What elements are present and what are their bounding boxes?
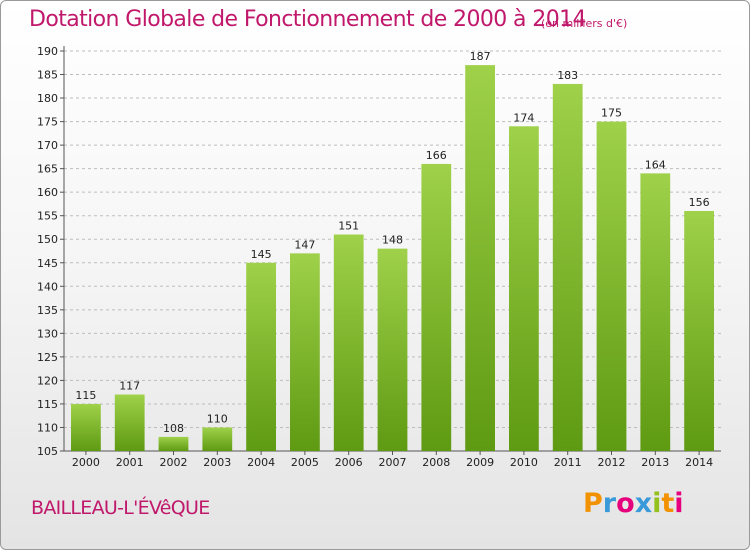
value-label-2013: 164: [645, 158, 666, 171]
y-tick-label: 190: [37, 45, 58, 58]
value-label-2011: 183: [557, 69, 578, 82]
x-tick-label-2005: 2005: [291, 456, 319, 469]
y-tick-label: 160: [37, 186, 58, 199]
bar-2001: [114, 394, 145, 451]
x-tick-label-2010: 2010: [510, 456, 538, 469]
bar-2012: [596, 121, 627, 452]
labels: 105 110 115 120 125 130 135 140 145 150 155 160 165 1…: [37, 45, 713, 469]
x-tick-label-2007: 2007: [379, 456, 407, 469]
bar-2010: [509, 126, 539, 451]
logo-letter: r: [602, 488, 617, 519]
y-tick-label: 130: [37, 327, 58, 340]
y-tick-label: 185: [37, 69, 58, 82]
y-tick-label: 115: [37, 398, 58, 411]
x-tick-label-2006: 2006: [335, 456, 363, 469]
value-label-2006: 151: [338, 220, 359, 233]
y-tick-label: 155: [37, 210, 58, 223]
x-tick-label-2009: 2009: [466, 456, 494, 469]
x-tick-label-2014: 2014: [685, 456, 713, 469]
bars: [71, 65, 714, 452]
bar-2013: [640, 173, 671, 451]
y-tick-label: 175: [37, 116, 58, 129]
city-name: BAILLEAU-L'ÉVêQUE: [31, 497, 210, 519]
value-label-2003: 110: [207, 412, 228, 425]
value-label-2008: 166: [426, 149, 447, 162]
x-tick-label-2002: 2002: [160, 456, 188, 469]
y-tick-label: 150: [37, 233, 58, 246]
y-tick-label: 170: [37, 139, 58, 152]
x-tick-label-2004: 2004: [247, 456, 275, 469]
y-tick-label: 145: [37, 257, 58, 270]
bar-2005: [290, 253, 320, 451]
y-tick-label: 125: [37, 351, 58, 364]
value-label-2014: 156: [689, 196, 710, 209]
bar-2002: [158, 436, 189, 451]
y-tick-label: 165: [37, 163, 58, 176]
x-tick-label-2000: 2000: [72, 456, 100, 469]
bar-2007: [377, 248, 408, 451]
value-label-2007: 148: [382, 234, 403, 247]
logo-letter: x: [634, 488, 653, 519]
bar-2004: [246, 262, 276, 451]
x-tick-label-2008: 2008: [422, 456, 450, 469]
bar-2014: [684, 211, 714, 451]
x-tick-label-2011: 2011: [554, 456, 582, 469]
y-tick-label: 120: [37, 374, 58, 387]
x-tick-label-2001: 2001: [116, 456, 144, 469]
x-tick-label-2003: 2003: [203, 456, 231, 469]
y-tick-label: 140: [37, 280, 58, 293]
value-label-2001: 117: [119, 380, 140, 393]
logo-letter: P: [583, 488, 603, 519]
bar-2000: [71, 403, 101, 451]
logo-letter: o: [616, 488, 635, 519]
value-label-2009: 187: [470, 50, 491, 63]
proxiti-logo: Proxiti: [583, 488, 684, 519]
logo-letter: i: [674, 488, 684, 519]
value-label-2005: 147: [294, 238, 315, 251]
x-tick-label-2012: 2012: [598, 456, 626, 469]
logo-letter: i: [652, 488, 662, 519]
y-tick-label: 180: [37, 92, 58, 105]
bar-2011: [552, 83, 583, 452]
bar-2009: [465, 65, 495, 451]
bar-2006: [333, 234, 364, 451]
value-label-2012: 175: [601, 107, 622, 120]
value-label-2000: 115: [75, 389, 96, 402]
logo-letter: t: [661, 488, 675, 519]
value-label-2002: 108: [163, 422, 184, 435]
value-label-2004: 145: [251, 248, 272, 261]
y-tick-label: 135: [37, 304, 58, 317]
bar-2008: [421, 163, 452, 452]
value-label-2010: 174: [513, 111, 534, 124]
chart-subtitle: (en milliers d'€): [541, 17, 628, 30]
bar-2003: [202, 427, 233, 451]
x-tick-label-2013: 2013: [641, 456, 669, 469]
y-tick-label: 105: [37, 445, 58, 458]
chart-title: Dotation Globale de Fonctionnement de 20…: [29, 7, 587, 32]
y-tick-label: 110: [37, 421, 58, 434]
